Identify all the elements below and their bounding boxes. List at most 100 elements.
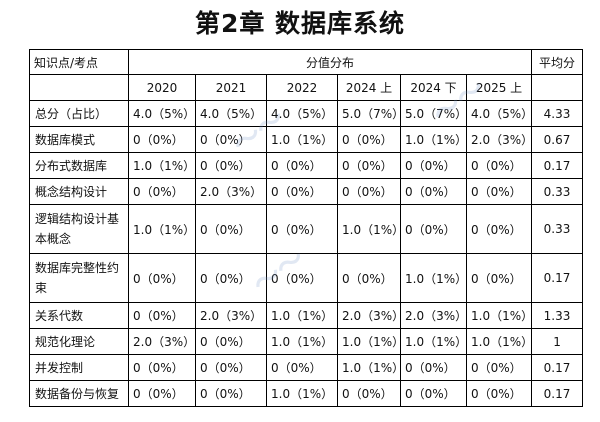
value-cell: 0（0%） bbox=[465, 204, 533, 254]
value-cell: 0（0%） bbox=[465, 253, 533, 303]
value-cell: 2.0（3%） bbox=[400, 302, 467, 329]
value-cell: 5.0（7%） bbox=[400, 100, 467, 127]
table-row: 概念结构设计 0（0%） 2.0（3%） 0（0%） 0（0%） 0（0%） 0… bbox=[29, 178, 584, 205]
page-title: 第2章 数据库系统 bbox=[194, 9, 406, 38]
value-cell: 1.0（1%） bbox=[266, 126, 338, 153]
value-cell: 0（0%） bbox=[465, 380, 533, 407]
value-cell: 2.0（3%） bbox=[195, 178, 267, 205]
value-cell: 0（0%） bbox=[195, 328, 267, 355]
value-cell: 4.0（5%） bbox=[266, 100, 338, 127]
value-cell: 0（0%） bbox=[128, 380, 196, 407]
year-row: 2020 2021 2022 2024 上 2024 下 2025 上 bbox=[29, 74, 584, 101]
value-cell: 2.0（3%） bbox=[195, 302, 267, 329]
table-row: 总分（占比） 4.0（5%） 4.0（5%） 4.0（5%） 5.0（7%） 5… bbox=[29, 100, 584, 127]
value-cell: 0（0%） bbox=[266, 204, 338, 254]
value-cell: 0（0%） bbox=[400, 380, 467, 407]
topic-cell: 概念结构设计 bbox=[29, 178, 129, 205]
value-cell: 0（0%） bbox=[128, 302, 196, 329]
value-cell: 1.0（1%） bbox=[400, 328, 467, 355]
value-cell: 0（0%） bbox=[266, 152, 338, 179]
table-row: 规范化理论 2.0（3%） 0（0%） 1.0（1%） 1.0（1%） 1.0（… bbox=[29, 328, 584, 355]
value-cell: 1.0（1%） bbox=[337, 204, 404, 254]
value-cell: 0（0%） bbox=[195, 152, 267, 179]
header-distribution: 分值分布 bbox=[127, 49, 533, 75]
value-cell: 2.0（3%） bbox=[337, 302, 404, 329]
value-cell: 0（0%） bbox=[337, 253, 401, 303]
value-cell: 0（0%） bbox=[195, 354, 267, 381]
avg-cell: 4.33 bbox=[531, 100, 584, 127]
year-blank-cell bbox=[531, 74, 584, 101]
year-blank-cell bbox=[29, 74, 129, 101]
value-cell: 0（0%） bbox=[195, 204, 267, 254]
value-cell: 1.0（1%） bbox=[266, 380, 338, 407]
value-cell: 1.0（1%） bbox=[337, 354, 404, 381]
value-cell: 4.0（5%） bbox=[195, 100, 267, 127]
avg-cell: 0.17 bbox=[531, 354, 584, 381]
table-row: 分布式数据库 1.0（1%） 0（0%） 0（0%） 0（0%） 0（0%） 0… bbox=[29, 152, 584, 179]
header-row: 知识点/考点 分值分布 平均分 bbox=[29, 49, 584, 75]
value-cell: 1.0（1%） bbox=[465, 302, 533, 329]
value-cell: 0（0%） bbox=[465, 354, 533, 381]
value-cell: 1.0（1%） bbox=[400, 253, 467, 303]
topic-cell: 数据库完整性约束 bbox=[29, 253, 129, 303]
header-kp: 知识点/考点 bbox=[29, 49, 129, 75]
topic-cell: 规范化理论 bbox=[29, 328, 129, 355]
value-cell: 0（0%） bbox=[195, 126, 267, 153]
value-cell: 1.0（1%） bbox=[266, 328, 338, 355]
value-cell: 0（0%） bbox=[400, 178, 467, 205]
value-cell: 1.0（1%） bbox=[266, 302, 338, 329]
topic-cell: 总分（占比） bbox=[29, 100, 129, 127]
score-distribution-table: 知识点/考点 分值分布 平均分 2020 2021 2022 2024 上 20… bbox=[29, 49, 584, 407]
year-cell: 2021 bbox=[195, 74, 267, 101]
topic-cell: 数据库模式 bbox=[29, 126, 129, 153]
value-cell: 0（0%） bbox=[266, 178, 338, 205]
header-avg: 平均分 bbox=[531, 49, 584, 75]
value-cell: 0（0%） bbox=[195, 380, 267, 407]
value-cell: 0（0%） bbox=[400, 354, 467, 381]
value-cell: 1.0（1%） bbox=[128, 204, 196, 254]
value-cell: 5.0（7%） bbox=[337, 100, 404, 127]
value-cell: 0（0%） bbox=[337, 152, 401, 179]
value-cell: 0（0%） bbox=[337, 178, 401, 205]
topic-cell: 数据备份与恢复 bbox=[29, 380, 129, 407]
value-cell: 2.0（3%） bbox=[128, 328, 196, 355]
value-cell: 0（0%） bbox=[128, 178, 196, 205]
value-cell: 0（0%） bbox=[400, 204, 467, 254]
table-row: 数据备份与恢复 0（0%） 0（0%） 1.0（1%） 0（0%） 0（0%） … bbox=[29, 380, 584, 407]
value-cell: 1.0（1%） bbox=[465, 328, 533, 355]
year-cell: 2022 bbox=[266, 74, 338, 101]
table-row: 数据库模式 0（0%） 0（0%） 1.0（1%） 0（0%） 1.0（1%） … bbox=[29, 126, 584, 153]
year-cell: 2025 上 bbox=[465, 74, 533, 101]
value-cell: 0（0%） bbox=[128, 354, 196, 381]
value-cell: 0（0%） bbox=[465, 152, 533, 179]
topic-cell: 分布式数据库 bbox=[29, 152, 129, 179]
topic-cell: 关系代数 bbox=[29, 302, 129, 329]
avg-cell: 0.33 bbox=[531, 178, 584, 205]
avg-cell: 1.33 bbox=[531, 302, 584, 329]
avg-cell: 0.17 bbox=[531, 253, 584, 303]
table-row: 并发控制 0（0%） 0（0%） 0（0%） 1.0（1%） 0（0%） 0（0… bbox=[29, 354, 584, 381]
avg-cell: 0.17 bbox=[531, 380, 584, 407]
value-cell: 0（0%） bbox=[337, 126, 401, 153]
avg-cell: 0.17 bbox=[531, 152, 584, 179]
value-cell: 0（0%） bbox=[465, 178, 533, 205]
value-cell: 1.0（1%） bbox=[337, 328, 404, 355]
value-cell: 0（0%） bbox=[128, 126, 196, 153]
avg-cell: 1 bbox=[531, 328, 584, 355]
value-cell: 0（0%） bbox=[266, 354, 338, 381]
year-cell: 2024 上 bbox=[337, 74, 401, 101]
table-row: 数据库完整性约束 0（0%） 0（0%） 0（0%） 0（0%） 1.0（1%）… bbox=[29, 253, 584, 303]
table-row: 逻辑结构设计基本概念 1.0（1%） 0（0%） 0（0%） 1.0（1%） 0… bbox=[29, 204, 584, 254]
value-cell: 1.0（1%） bbox=[128, 152, 196, 179]
topic-cell: 并发控制 bbox=[29, 354, 129, 381]
value-cell: 0（0%） bbox=[266, 253, 338, 303]
value-cell: 0（0%） bbox=[337, 380, 401, 407]
avg-cell: 0.67 bbox=[531, 126, 584, 153]
value-cell: 4.0（5%） bbox=[128, 100, 196, 127]
year-cell: 2024 下 bbox=[400, 74, 467, 101]
value-cell: 0（0%） bbox=[128, 253, 196, 303]
topic-cell: 逻辑结构设计基本概念 bbox=[29, 204, 129, 254]
value-cell: 0（0%） bbox=[195, 253, 267, 303]
value-cell: 4.0（5%） bbox=[465, 100, 533, 127]
value-cell: 0（0%） bbox=[400, 152, 467, 179]
